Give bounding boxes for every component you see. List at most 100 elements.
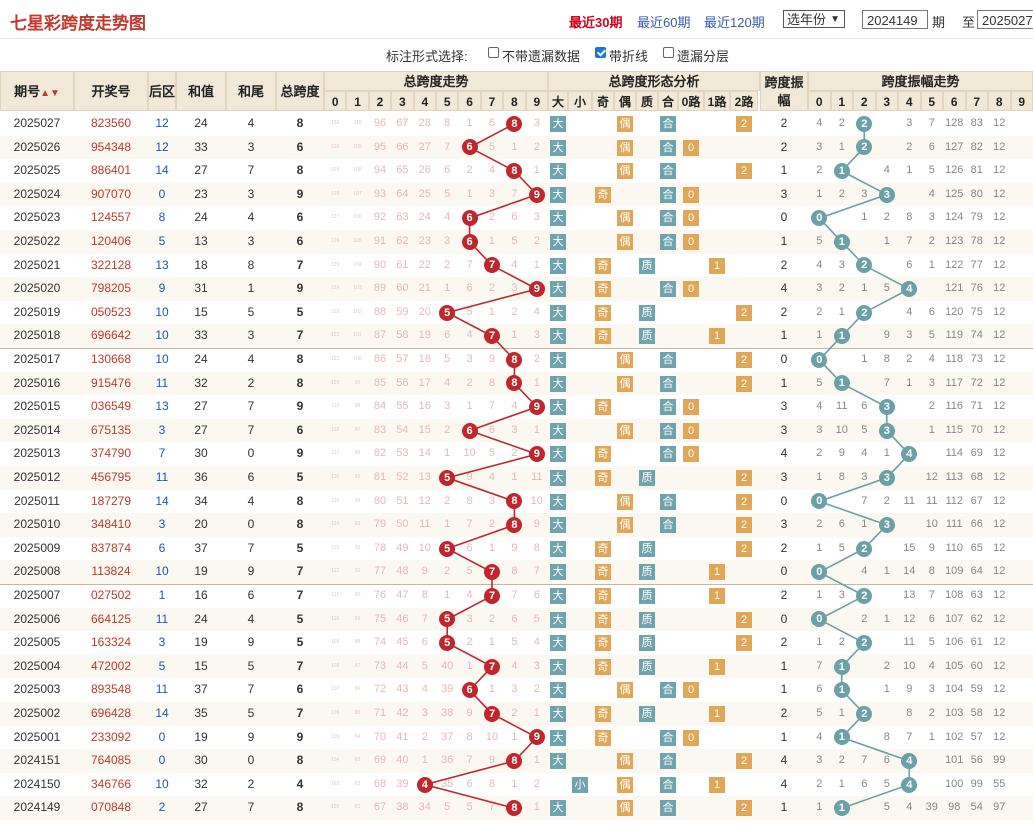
amp-miss-cell: 108 <box>945 589 964 601</box>
back-area-cell: 10 <box>155 328 169 343</box>
range-30-link[interactable]: 最近30期 <box>569 15 623 30</box>
form-tag: 2 <box>736 635 752 652</box>
form-tag: 奇 <box>595 540 611 557</box>
amp-cell: 3 <box>780 399 788 414</box>
form-tag: 奇 <box>595 470 611 486</box>
amp-digit-header: 3 <box>875 91 898 111</box>
miss-cell: 35 <box>441 777 454 790</box>
miss-cell: 104 <box>353 261 362 268</box>
miss-cell: 11 <box>531 471 543 483</box>
tail-cell: 4 <box>247 210 255 225</box>
back-area-cell: 3 <box>158 422 166 437</box>
miss-cell: 7 <box>466 258 473 271</box>
period-cell: 2025022 <box>13 234 61 248</box>
miss-cell: 8 <box>466 730 473 743</box>
from-period-input[interactable]: 2024149 <box>862 10 928 29</box>
amp-ball: 3 <box>878 422 895 439</box>
form-tag: 1 <box>709 328 725 345</box>
amp-miss-cell: 123 <box>945 235 964 247</box>
miss-cell: 6 <box>488 117 496 129</box>
miss-cell: 64 <box>396 187 409 200</box>
miss-cell: 4 <box>444 211 451 224</box>
amp-miss-cell: 1 <box>928 730 935 743</box>
miss-cell: 88 <box>354 639 361 646</box>
form-tag: 大 <box>550 422 566 439</box>
period-cell: 2025012 <box>13 470 61 484</box>
form-tag: 0 <box>683 729 699 746</box>
miss-cell: 2 <box>533 140 540 153</box>
form-tag: 0 <box>683 446 699 463</box>
form-tag: 0 <box>683 399 699 416</box>
miss-cell: 88 <box>373 305 387 318</box>
amp-miss-cell: 12 <box>993 329 1006 342</box>
form-tag: 偶 <box>617 493 633 510</box>
miss-cell: 89 <box>354 615 361 622</box>
miss-cell: 3 <box>444 235 451 247</box>
amp-cell: 4 <box>780 281 788 296</box>
form-tag: 质 <box>639 540 655 557</box>
amp-miss-cell: 2 <box>838 754 845 767</box>
amp-miss-cell: 70 <box>970 423 983 436</box>
amp-ball: 1 <box>833 328 850 345</box>
form-tag: 大 <box>550 139 566 156</box>
form-tag: 偶 <box>617 422 633 439</box>
year-select[interactable]: 选年份 ▼ <box>783 10 845 28</box>
miss-cell: 7 <box>488 801 496 814</box>
amp-miss-cell: 127 <box>945 140 964 153</box>
miss-cell: 7 <box>466 754 473 767</box>
miss-cell: 110 <box>353 120 362 126</box>
amp-miss-cell: 4 <box>928 187 935 200</box>
amp-miss-cell: 10 <box>835 423 848 436</box>
amp-cell: 0 <box>780 564 788 579</box>
miss-cell: 1 <box>511 140 518 153</box>
span-cell: 6 <box>296 422 304 437</box>
amp-miss-cell: 126 <box>945 164 964 177</box>
miss-cell: 4 <box>466 329 473 342</box>
tail-cell: 3 <box>247 139 255 154</box>
amp-miss-cell: 57 <box>970 730 983 743</box>
col-tail-header: 和尾 <box>226 71 276 111</box>
amp-miss-cell: 5 <box>838 541 845 554</box>
range-60-link[interactable]: 最近60期 <box>637 15 691 30</box>
layer-checkbox[interactable] <box>663 47 674 58</box>
form-tag: 奇 <box>595 257 611 274</box>
miss-cell: 123 <box>331 308 340 315</box>
miss-cell: 7 <box>444 140 451 153</box>
form-tag: 1 <box>709 658 725 675</box>
no-miss-checkbox[interactable] <box>488 47 499 58</box>
period-cell: 2025019 <box>13 304 61 319</box>
span-ball: 5 <box>439 469 456 486</box>
form-tag: 大 <box>550 635 566 652</box>
form-tag: 质 <box>639 564 655 581</box>
form-sub-header: 合 <box>658 91 678 111</box>
amp-miss-cell: 2 <box>861 612 868 625</box>
amp-ball: 1 <box>833 375 850 392</box>
amp-miss-cell: 12 <box>993 471 1006 483</box>
form-tag: 大 <box>550 257 566 274</box>
miss-cell: 11 <box>419 518 431 531</box>
draw-number-cell: 696428 <box>90 706 132 720</box>
miss-cell: 1 <box>488 235 496 247</box>
to-period-input[interactable]: 2025027 <box>977 10 1033 29</box>
amp-miss-cell: 5 <box>816 707 823 719</box>
form-sub-header: 0路 <box>678 91 704 111</box>
polyline-checkbox[interactable] <box>595 47 606 58</box>
sum-cell: 32 <box>194 375 208 390</box>
col-period-header[interactable]: 期号▲▼ <box>0 71 74 111</box>
back-area-cell: 9 <box>158 281 166 296</box>
amp-miss-cell: 6 <box>861 400 868 413</box>
miss-cell: 113 <box>331 544 340 551</box>
miss-cell: 5 <box>488 447 496 460</box>
miss-cell: 67 <box>373 801 387 814</box>
miss-cell: 84 <box>373 400 387 413</box>
amp-miss-cell: 1 <box>861 353 868 365</box>
miss-cell: 16 <box>418 400 431 413</box>
span-cell: 7 <box>296 564 304 579</box>
amp-cell: 2 <box>780 139 788 154</box>
amp-miss-cell: 4 <box>816 258 823 271</box>
range-120-link[interactable]: 最近120期 <box>704 15 765 30</box>
period-cell: 2025003 <box>13 682 61 697</box>
sum-cell: 16 <box>194 588 208 602</box>
tail-cell: 7 <box>247 682 255 697</box>
tail-cell: 0 <box>247 446 255 461</box>
